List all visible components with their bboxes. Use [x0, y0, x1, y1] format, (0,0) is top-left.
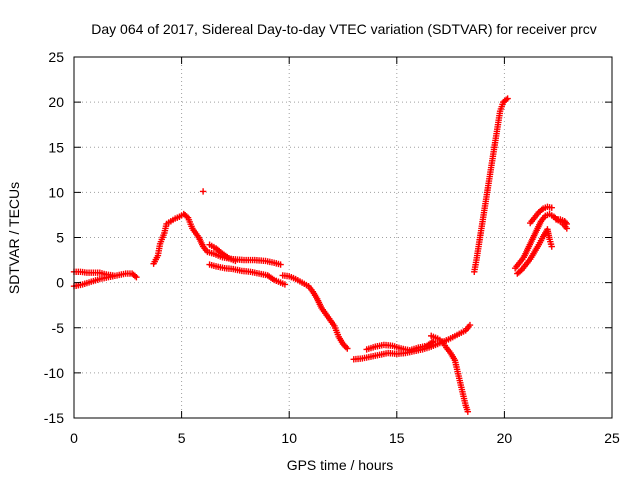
data-point: [548, 243, 555, 250]
x-axis-label: GPS time / hours: [287, 457, 394, 473]
data-points: [70, 95, 571, 415]
series-trace-13: [527, 203, 555, 227]
y-tick-labels: -15 -10 -5 0 5 10 15 20 25: [44, 49, 64, 426]
series-trace-9: [363, 338, 437, 354]
data-point: [281, 281, 289, 288]
series-trace-7: [279, 272, 351, 352]
series-trace-4: [199, 188, 207, 195]
data-point: [199, 188, 207, 195]
x-tick-label: 0: [70, 430, 78, 446]
y-tick-label: 25: [48, 49, 64, 65]
series-trace-10: [428, 332, 472, 415]
y-tick-label: -15: [44, 410, 64, 426]
x-tick-label: 10: [281, 430, 297, 446]
y-tick-label: 15: [48, 139, 64, 155]
gridlines: [74, 57, 612, 418]
series-trace-14: [514, 226, 555, 277]
y-axis-label: SDTVAR / TECUs: [6, 182, 22, 294]
x-tick-label: 15: [389, 430, 405, 446]
chart-title: Day 064 of 2017, Sidereal Day-to-day VTE…: [91, 21, 597, 37]
series-trace-6: [206, 261, 289, 288]
y-tick-label: 20: [48, 94, 64, 110]
y-tick-label: -10: [44, 365, 64, 381]
series-trace-15: [552, 216, 571, 228]
series-trace-2: [70, 270, 140, 290]
x-tick-labels: 0 5 10 15 20 25: [70, 430, 620, 446]
series-trace-11: [471, 95, 511, 275]
data-point: [464, 408, 472, 415]
data-point: [232, 257, 239, 265]
x-tick-label: 20: [497, 430, 513, 446]
x-tick-label: 5: [178, 430, 186, 446]
data-point: [548, 204, 555, 211]
data-point: [466, 321, 474, 329]
y-tick-label: 5: [56, 230, 64, 246]
series-trace-5: [206, 241, 239, 265]
data-point: [562, 219, 569, 226]
y-tick-label: 0: [56, 275, 64, 291]
data-point: [344, 345, 351, 352]
y-tick-label: -5: [52, 320, 65, 336]
x-tick-label: 25: [604, 430, 620, 446]
data-point: [133, 274, 140, 281]
series-trace-3: [150, 210, 284, 268]
data-point: [504, 95, 511, 102]
data-point: [277, 261, 284, 268]
y-tick-label: 10: [48, 184, 64, 200]
axis-ticks: [73, 56, 613, 419]
data-point: [563, 220, 571, 228]
